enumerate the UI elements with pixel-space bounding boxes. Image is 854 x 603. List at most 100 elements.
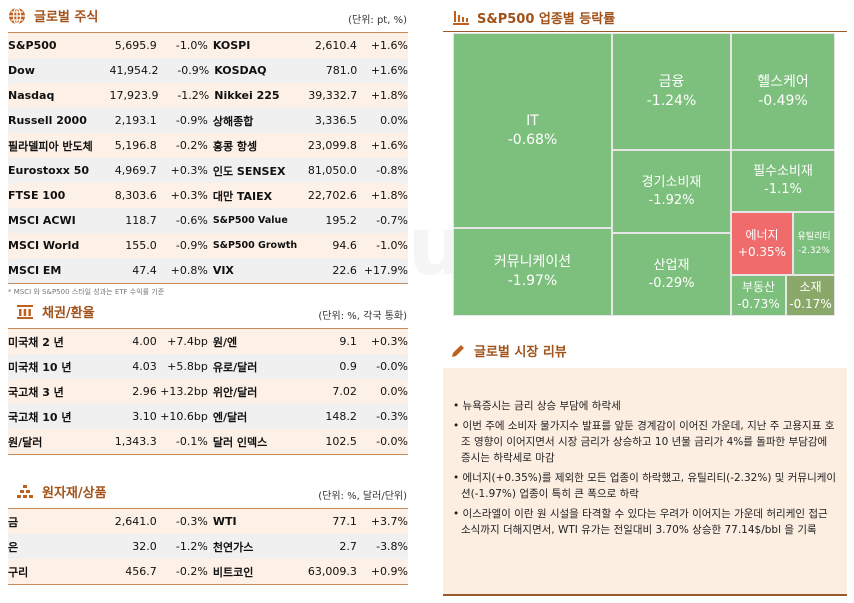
item-change: -1.0% [376, 239, 409, 252]
item-name: 미국채 10 년 [8, 360, 72, 374]
item-change: +0.3% [370, 335, 409, 348]
item-name: 은 [8, 540, 19, 554]
sector-name: 필수소비재 [753, 164, 813, 179]
item-name: S&P500 Value [212, 215, 288, 226]
item-name: Nasdaq [8, 89, 55, 102]
sector-name: 산업재 [653, 257, 690, 273]
sector-change: -0.29% [648, 275, 695, 291]
table-row: MSCI World 155.0 -0.9% S&P500 Growth 94.6 -1.… [8, 233, 408, 258]
item-change: -0.2% [175, 139, 208, 152]
item-change: +1.8% [370, 189, 409, 202]
table-row: 국고채 10 년 3.10 +10.6bp 엔/달러 148.2 -0.3% [8, 404, 408, 429]
item-change: -3.8% [376, 540, 409, 553]
sector-change: -0.68% [507, 131, 558, 148]
item-name: S&P500 Growth [212, 240, 298, 251]
gold-bars-icon [17, 484, 33, 498]
item-change: +17.9% [363, 264, 409, 277]
item-value: 195.2 [325, 214, 357, 227]
section-title: 원자재/상품 [42, 486, 107, 501]
item-change: +0.3% [170, 189, 208, 202]
item-value: 4.00 [132, 335, 157, 348]
sector-change: -2.32% [798, 245, 830, 256]
sector-tile: 경기소비재 -1.92% [612, 150, 731, 233]
item-change: 0.0% [380, 385, 409, 398]
item-change: -0.2% [175, 565, 208, 578]
item-name: KOSPI [212, 39, 251, 52]
item-value: 5,695.9 [114, 39, 157, 52]
table-row: 미국채 2 년 4.00 +7.4bp 원/엔 9.1 +0.3% [8, 329, 408, 354]
sector-name: 소재 [799, 279, 822, 294]
item-name: 미국채 2 년 [8, 335, 64, 349]
item-name: Nikkei 225 [214, 89, 280, 102]
item-change: -0.6% [175, 214, 208, 227]
item-value: 7.02 [332, 385, 357, 398]
sector-name: 경기소비재 [641, 174, 702, 190]
item-value: 9.1 [339, 335, 357, 348]
table-row: Nasdaq 17,923.9 -1.2% Nikkei 225 39,332.7 +1.… [8, 83, 408, 108]
sector-change: -0.73% [737, 296, 780, 311]
sector-change: -0.49% [758, 92, 808, 109]
item-name: Russell 2000 [8, 114, 87, 127]
table-row: Russell 2000 2,193.1 -0.9% 상해종합 3,336.5 0.0% [8, 108, 408, 133]
item-name: Dow [8, 64, 35, 77]
item-value: 22.6 [332, 264, 357, 277]
item-change: +13.2bp [160, 385, 208, 398]
table-row: 구리 456.7 -0.2% 비트코인 63,009.3 +0.9% [8, 559, 408, 584]
item-value: 148.2 [325, 410, 357, 423]
item-value: 17,923.9 [109, 89, 159, 102]
item-name: 유로/달러 [212, 360, 258, 374]
item-value: 77.1 [332, 515, 357, 528]
item-change: -0.3% [175, 515, 208, 528]
item-value: 81,050.0 [307, 164, 357, 177]
item-change: +1.6% [370, 39, 409, 52]
item-value: 23,099.8 [307, 139, 357, 152]
item-value: 102.5 [325, 435, 357, 448]
sector-tile: IT -0.68% [453, 33, 612, 228]
item-change: -1.2% [175, 540, 208, 553]
item-value: 2,193.1 [114, 114, 157, 127]
item-change: -0.0% [376, 435, 409, 448]
sector-tile: 커뮤니케이션 -1.97% [453, 228, 612, 316]
item-change: -1.0% [175, 39, 208, 52]
item-value: 8,303.6 [114, 189, 157, 202]
item-value: 3.10 [132, 410, 157, 423]
bonds-fx-table: 미국채 2 년 4.00 +7.4bp 원/엔 9.1 +0.3% 미국채 10 년 4.03… [8, 328, 408, 455]
item-value: 39,332.7 [308, 89, 358, 102]
item-value: 41,954.2 [109, 64, 159, 77]
item-change: -1.2% [177, 89, 210, 102]
unit-label: (단위: %, 각국 통화) [318, 311, 407, 322]
globe-icon [9, 6, 25, 25]
item-name: MSCI ACWI [8, 214, 76, 227]
sector-name: 헬스케어 [757, 73, 809, 90]
item-value: 3,336.5 [314, 114, 357, 127]
item-name: 원/엔 [212, 335, 238, 349]
sector-tile: 필수소비재 -1.1% [731, 150, 835, 212]
item-name: 대만 TAIEX [212, 189, 273, 203]
item-name: VIX [212, 264, 234, 277]
item-value: 22,702.6 [307, 189, 357, 202]
table-row: FTSE 100 8,303.6 +0.3% 대만 TAIEX 22,702.6 +1.8… [8, 183, 408, 208]
sector-name: 에너지 [745, 227, 779, 242]
item-change: -0.1% [175, 435, 208, 448]
sector-tile: 산업재 -0.29% [612, 233, 731, 316]
table-row: MSCI EM 47.4 +0.8% VIX 22.6 +17.9% [8, 258, 408, 283]
sector-tile: 헬스케어 -0.49% [731, 33, 835, 150]
section-title: 글로벌 시장 리뷰 [474, 345, 567, 360]
sector-change: -1.24% [646, 92, 697, 109]
table-row: S&P500 5,695.9 -1.0% KOSPI 2,610.4 +1.6% [8, 33, 408, 58]
item-value: 94.6 [332, 239, 357, 252]
item-change: -0.0% [376, 360, 409, 373]
item-change: +0.8% [170, 264, 208, 277]
sector-tile: 유틸리티 -2.32% [793, 212, 835, 275]
item-value: 155.0 [125, 239, 157, 252]
sector-tile: 소재 -0.17% [786, 275, 835, 316]
item-value: 781.0 [325, 64, 358, 77]
item-name: WTI [212, 515, 237, 528]
table-row: 필라델피아 반도체 5,196.8 -0.2% 홍콩 항셍 23,099.8 +1.6% [8, 133, 408, 158]
sector-change: -1.1% [764, 182, 802, 197]
item-change: +0.9% [370, 565, 409, 578]
commodities-table: 금 2,641.0 -0.3% WTI 77.1 +3.7% 은 32.0 -1.2% 천연가스 2… [8, 508, 408, 585]
table-row: 은 32.0 -1.2% 천연가스 2.7 -3.8% [8, 534, 408, 559]
item-value: 2,641.0 [114, 515, 157, 528]
bonds-fx-header: 채권/환율 [16, 302, 95, 321]
